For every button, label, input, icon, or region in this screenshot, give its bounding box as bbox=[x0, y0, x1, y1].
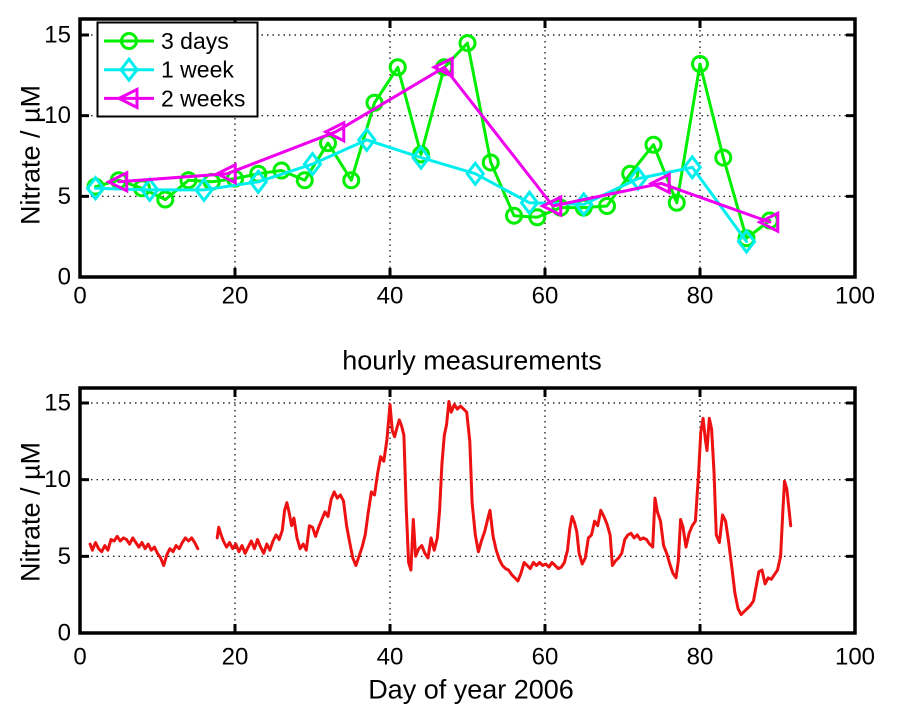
circle-marker bbox=[120, 32, 138, 50]
y-tick-label: 0 bbox=[58, 264, 71, 291]
triangle-left-marker bbox=[115, 86, 139, 110]
diamond-marker bbox=[519, 189, 540, 216]
circle-marker bbox=[644, 135, 663, 154]
series-line-hourly bbox=[215, 400, 793, 617]
x-tick-label: 20 bbox=[222, 283, 249, 310]
diamond-marker bbox=[139, 176, 160, 203]
series-line-3-days bbox=[94, 41, 772, 240]
diamond-marker bbox=[356, 126, 377, 153]
x-tick-label: 80 bbox=[687, 644, 714, 671]
x-tick-label: 40 bbox=[377, 283, 404, 310]
circle-marker bbox=[179, 171, 198, 190]
y-tick-label: 15 bbox=[44, 390, 71, 417]
x-tick-label: 0 bbox=[73, 283, 86, 310]
x-tick-label: 20 bbox=[222, 644, 249, 671]
triangle-left-marker bbox=[322, 120, 346, 144]
x-tick-label: 80 bbox=[687, 283, 714, 310]
x-tick-label: 60 bbox=[532, 283, 559, 310]
triangle-left-marker bbox=[756, 210, 780, 234]
triangle-left-marker bbox=[539, 194, 563, 218]
x-tick-label: 40 bbox=[377, 644, 404, 671]
diamond-marker bbox=[119, 56, 139, 83]
circle-marker bbox=[458, 34, 477, 53]
diamond-marker bbox=[302, 151, 323, 178]
diamond-marker bbox=[411, 144, 431, 171]
x-tick-label: 100 bbox=[835, 644, 875, 671]
x-tick-label: 60 bbox=[532, 644, 559, 671]
axes-box bbox=[78, 386, 857, 635]
top-y-axis-label: Nitrate / µM bbox=[15, 84, 46, 226]
x-tick-label: 100 bbox=[835, 283, 875, 310]
circle-marker bbox=[342, 171, 361, 190]
legend-label-3-days: 3 days bbox=[161, 28, 229, 54]
y-tick-label: 5 bbox=[58, 543, 71, 570]
series-line-hourly bbox=[88, 534, 200, 567]
diamond-marker bbox=[194, 176, 214, 203]
triangle-left-marker bbox=[430, 55, 454, 79]
series-line-2-weeks bbox=[117, 65, 772, 224]
circle-marker bbox=[295, 171, 314, 190]
circle-marker bbox=[691, 55, 709, 74]
y-tick-label: 15 bbox=[44, 22, 71, 49]
bottom-chart: 0 20 40 60 80 100 0 5 10 15 bbox=[44, 386, 875, 671]
triangle-left-marker bbox=[105, 170, 129, 194]
y-tick-label: 10 bbox=[44, 102, 71, 129]
diamond-marker bbox=[85, 175, 106, 202]
y-tick-label: 0 bbox=[58, 620, 71, 647]
x-axis-label: Day of year 2006 bbox=[368, 674, 574, 705]
legend-label-2-weeks: 2 weeks bbox=[161, 85, 245, 111]
triangle-left-marker bbox=[213, 162, 237, 186]
circle-marker bbox=[667, 193, 686, 212]
circle-marker bbox=[598, 197, 616, 216]
circle-marker bbox=[505, 206, 523, 225]
legend-label-1-week: 1 week bbox=[161, 57, 234, 83]
y-tick-label: 10 bbox=[44, 466, 71, 493]
axes-box bbox=[78, 17, 857, 279]
circle-marker bbox=[714, 148, 733, 167]
x-tick-label: 0 bbox=[73, 644, 86, 671]
triangle-left-marker bbox=[647, 171, 671, 195]
circle-marker bbox=[481, 153, 500, 172]
bottom-chart-title: hourly measurements bbox=[342, 345, 602, 376]
series-line-1-week bbox=[94, 138, 748, 243]
circle-marker bbox=[528, 208, 547, 227]
bottom-y-axis-label: Nitrate / µM bbox=[15, 441, 46, 583]
diamond-marker bbox=[682, 154, 703, 181]
diamond-marker bbox=[736, 228, 757, 255]
diamond-marker bbox=[248, 168, 269, 195]
y-tick-label: 5 bbox=[58, 183, 71, 210]
circle-marker bbox=[388, 58, 407, 77]
circle-marker bbox=[156, 190, 175, 209]
diamond-marker bbox=[465, 160, 486, 187]
